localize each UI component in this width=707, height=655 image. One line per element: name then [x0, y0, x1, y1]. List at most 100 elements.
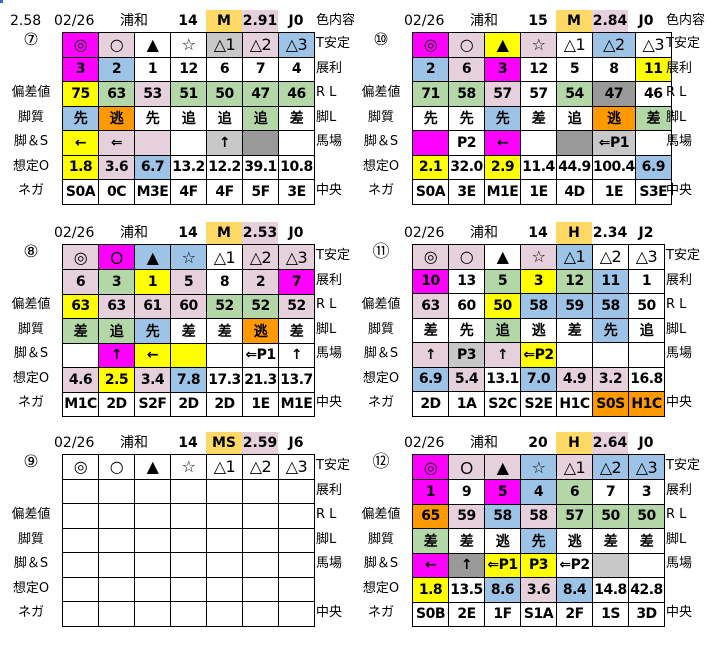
- row-label-right: 馬場: [316, 134, 343, 149]
- row-label-left: ネガ: [17, 605, 44, 620]
- table-row: 2D 1A S2C S2E H1C S0S H1C: [412, 391, 665, 417]
- table-cell: 6: [556, 479, 593, 505]
- table-cell: 2: [98, 56, 135, 82]
- table-cell: 5F: [242, 179, 279, 205]
- table-cell: 3D: [628, 601, 665, 627]
- race-number: ⑦: [23, 30, 39, 50]
- table-cell: [98, 527, 135, 553]
- table-cell: 50: [484, 293, 521, 319]
- table-cell: 追: [170, 105, 207, 131]
- table-row: ↑ ← ⇐P1 ↑: [62, 342, 315, 368]
- table-cell: △3: [628, 244, 665, 270]
- table-cell: △2: [592, 32, 636, 58]
- table-cell: [98, 552, 135, 578]
- table-cell: S3E: [634, 179, 672, 205]
- table-cell: 逃: [592, 105, 636, 131]
- table-row: 2.1 32.0 2.9 11.4 44.9 100.4 6.9: [412, 154, 672, 180]
- table-cell: [62, 552, 99, 578]
- table-cell: ○: [98, 454, 135, 480]
- table-row: 6.9 5.4 13.1 7.0 4.9 3.2 16.8: [412, 366, 665, 392]
- table-cell: 50: [592, 503, 629, 529]
- table-cell: [412, 130, 449, 156]
- table-cell: 2F: [556, 601, 593, 627]
- table-row: [62, 552, 315, 578]
- row-label-left: 偏差値: [361, 85, 401, 100]
- row-label-right: 中央: [316, 183, 343, 198]
- race-date: 02/26: [404, 13, 445, 29]
- table-cell: [170, 576, 207, 602]
- row-label-left: 脚＆S: [363, 556, 399, 571]
- table-cell: 12: [170, 56, 207, 82]
- table-cell: 3.6: [98, 154, 135, 180]
- odds-value: 2.91: [242, 10, 278, 32]
- table-cell: 3: [98, 269, 135, 295]
- race-date: 02/26: [404, 435, 445, 451]
- table-cell: P3: [520, 552, 557, 578]
- table-cell: △3: [278, 454, 315, 480]
- table-cell: 差: [556, 317, 593, 343]
- row-label-left: 偏差値: [11, 85, 51, 100]
- table-cell: 16.8: [628, 366, 665, 392]
- table-cell: ○: [448, 244, 485, 270]
- table-row: 3 2 1 12 6 7 4: [62, 56, 315, 82]
- row-label-left: [0, 479, 62, 504]
- row-label-right: T安定: [666, 458, 700, 473]
- table-cell: 11.4: [520, 154, 557, 180]
- table-cell: 3.2: [592, 366, 629, 392]
- table-cell: [62, 503, 99, 529]
- race-number: ⑩: [373, 30, 389, 50]
- table-cell: 10.8: [278, 154, 315, 180]
- table-cell: 差: [592, 528, 629, 554]
- table-cell: 3.6: [520, 577, 557, 603]
- race-table: ◎ Ｏ ▲ ☆ △1 △2 △3 6 3 1 5 8 2 7 63 63 61 60 52 52 52 差追先差差逃差 ↑ ←…: [62, 244, 315, 417]
- row-label-left: 偏差値: [11, 297, 51, 312]
- table-row: 63 60 50 58 59 58 50: [412, 293, 665, 319]
- table-cell: [206, 576, 243, 602]
- race-number: ⑪: [372, 242, 390, 262]
- row-label-left: 想定O: [12, 370, 50, 386]
- table-cell: [170, 130, 207, 156]
- race-panel: 02/26 浦和 14 MS 2.59 J6 ◎ ○ ▲ ☆ △1 △2 △3 ⑨ T安定 展利 偏差値 R L 脚…: [0, 432, 357, 632]
- row-label-right: T安定: [666, 248, 700, 263]
- table-cell: ↑: [484, 342, 521, 368]
- table-cell: 差: [628, 528, 665, 554]
- table-cell: ↑: [448, 552, 485, 578]
- table-cell: 2D: [170, 391, 207, 417]
- runner-count: 20: [528, 435, 548, 451]
- row-label-right: 脚L: [316, 531, 337, 547]
- row-label-right: R L: [316, 297, 337, 312]
- table-cell: ☆: [170, 244, 207, 270]
- row-label-right: T安定: [666, 36, 700, 51]
- race-header: 02/26 浦和 14 H 2.34 J2: [350, 222, 707, 244]
- table-cell: [134, 601, 171, 627]
- venue: 浦和: [470, 435, 498, 451]
- table-cell: 4: [278, 56, 315, 82]
- row-label-left: 脚＆S: [13, 346, 49, 361]
- table-cell: △3: [278, 244, 315, 270]
- table-cell: △1: [206, 244, 243, 270]
- odds-value: 2.64: [592, 432, 628, 454]
- table-row: [62, 601, 315, 627]
- race-date: 02/26: [54, 225, 95, 241]
- table-row: 差追先差差逃差: [62, 318, 315, 344]
- table-cell: 60: [170, 293, 207, 319]
- table-cell: ↑: [278, 342, 315, 368]
- row-label-right: 馬場: [666, 556, 693, 571]
- table-cell: 1A: [448, 391, 485, 417]
- row-label-right: 中央: [666, 605, 693, 620]
- table-row: ◎ ○ ▲ ☆ △1 △2 △3: [412, 244, 665, 270]
- table-cell: 先: [412, 105, 449, 131]
- venue: 浦和: [120, 225, 148, 241]
- table-cell: 13.5: [448, 577, 485, 603]
- row-label-right: R L: [316, 85, 337, 100]
- race-header: 02/26 浦和 14 M 2.53 J0: [0, 222, 357, 244]
- table-cell: 57: [556, 503, 593, 529]
- table-cell: 逃: [98, 105, 135, 131]
- row-label-right: 馬場: [666, 134, 693, 149]
- table-cell: 逃: [242, 318, 279, 344]
- runner-count: 14: [178, 225, 198, 241]
- table-cell: [242, 552, 279, 578]
- table-cell: 8: [592, 56, 636, 82]
- table-cell: S0A: [62, 179, 99, 205]
